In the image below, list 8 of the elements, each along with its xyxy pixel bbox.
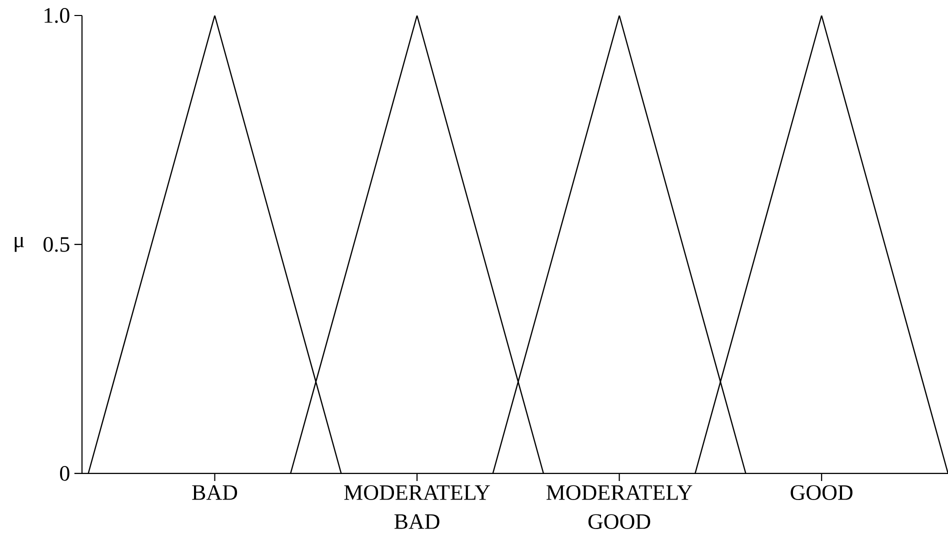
x-tick-label: GOOD bbox=[790, 485, 852, 500]
y-tick-label: 1.0 bbox=[44, 8, 70, 23]
x-tick-label: BAD bbox=[192, 485, 238, 500]
y-axis-title: μ bbox=[14, 237, 24, 252]
y-tick-label: 0 bbox=[60, 466, 70, 481]
x-tick-label: MODERATELY GOOD bbox=[546, 485, 692, 529]
x-tick-label: MODERATELY BAD bbox=[344, 485, 490, 529]
y-tick-label: 0.5 bbox=[44, 236, 70, 252]
